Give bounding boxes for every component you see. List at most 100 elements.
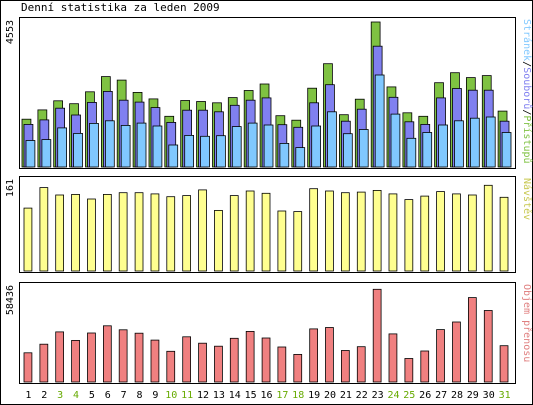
bar-stránek-day-31 xyxy=(501,132,512,168)
x-tick-label-day-8: 8 xyxy=(136,390,142,401)
x-tick-label-day-14: 14 xyxy=(229,390,241,401)
bar-stránek-day-4 xyxy=(73,132,83,168)
bar-kbytes-day-5 xyxy=(87,332,96,383)
bar-stránek-day-19 xyxy=(311,125,322,168)
series-label-part: / xyxy=(521,61,532,67)
series-label-part: Přístupů xyxy=(521,115,533,163)
bar-visits-day-16 xyxy=(261,192,271,272)
bar-visits-day-10 xyxy=(166,196,176,272)
bar-stránek-day-24 xyxy=(390,113,401,168)
bar-visits-day-5 xyxy=(87,198,96,272)
x-tick-label-day-20: 20 xyxy=(324,390,336,401)
bar-stránek-day-10 xyxy=(168,144,179,168)
series-label-visits: Návštěv xyxy=(521,178,533,220)
panel-frame-visits xyxy=(19,176,516,273)
bar-stránek-day-8 xyxy=(136,122,147,168)
bar-visits-day-30 xyxy=(483,184,493,272)
bar-stránek-day-17 xyxy=(279,142,290,168)
bar-visits-day-4 xyxy=(71,193,80,272)
bar-stránek-day-2 xyxy=(41,139,52,168)
x-tick-label-day-5: 5 xyxy=(89,390,95,401)
bar-kbytes-day-9 xyxy=(150,339,160,383)
x-tick-label-day-2: 2 xyxy=(41,390,47,401)
bar-kbytes-day-15 xyxy=(245,330,255,383)
bar-stránek-day-5 xyxy=(89,123,99,168)
bar-kbytes-day-7 xyxy=(118,329,128,383)
bar-stránek-day-1 xyxy=(25,140,36,168)
bar-stránek-day-12 xyxy=(200,135,210,168)
y-max-label-hits-files-pages: 4553 xyxy=(5,20,16,44)
bar-visits-day-7 xyxy=(118,192,128,272)
bar-visits-day-31 xyxy=(499,196,509,272)
bar-kbytes-day-3 xyxy=(55,331,65,383)
x-tick-label-day-23: 23 xyxy=(372,390,384,401)
bar-kbytes-day-20 xyxy=(325,327,334,383)
bar-kbytes-day-28 xyxy=(452,321,461,383)
bar-stránek-day-23 xyxy=(374,74,385,168)
series-label-part: Stránek xyxy=(521,19,533,61)
x-tick-label-day-10: 10 xyxy=(165,390,177,401)
bar-kbytes-day-10 xyxy=(166,350,176,383)
bar-visits-day-24 xyxy=(388,193,398,272)
bar-stránek-day-14 xyxy=(231,126,242,168)
x-tick-label-day-31: 31 xyxy=(499,390,511,401)
chart-title: Denní statistika za leden 2009 xyxy=(21,1,220,14)
bar-kbytes-day-17 xyxy=(277,346,287,383)
x-tick-label-day-19: 19 xyxy=(308,390,320,401)
bar-kbytes-day-26 xyxy=(420,350,430,383)
x-tick-label-day-29: 29 xyxy=(467,390,479,401)
bar-stránek-day-6 xyxy=(105,120,115,168)
bar-kbytes-day-24 xyxy=(388,333,398,383)
bar-visits-day-21 xyxy=(340,192,350,272)
x-tick-label-day-7: 7 xyxy=(121,390,127,401)
bar-kbytes-day-12 xyxy=(198,342,207,383)
bar-kbytes-day-2 xyxy=(39,343,49,383)
x-tick-label-day-24: 24 xyxy=(387,390,399,401)
bar-visits-day-23 xyxy=(372,189,382,272)
x-tick-label-day-21: 21 xyxy=(340,390,352,401)
bar-stránek-day-9 xyxy=(152,125,163,168)
bar-stránek-day-21 xyxy=(342,133,353,168)
bar-visits-day-26 xyxy=(420,195,430,272)
bar-visits-day-1 xyxy=(23,207,33,272)
bar-kbytes-day-18 xyxy=(293,353,303,383)
bar-stránek-day-15 xyxy=(247,122,258,168)
x-tick-label-day-27: 27 xyxy=(435,390,447,401)
bar-stránek-day-22 xyxy=(358,129,369,168)
bar-visits-day-25 xyxy=(404,199,414,272)
bar-kbytes-day-27 xyxy=(436,329,445,383)
bar-visits-day-13 xyxy=(214,209,223,272)
bar-kbytes-day-30 xyxy=(483,310,493,383)
bar-kbytes-day-6 xyxy=(103,325,112,383)
bar-visits-day-8 xyxy=(134,192,144,272)
bar-stránek-day-29 xyxy=(469,117,480,168)
bar-stránek-day-7 xyxy=(120,125,131,168)
bar-kbytes-day-16 xyxy=(261,337,271,383)
bar-kbytes-day-29 xyxy=(467,297,477,383)
bar-visits-day-3 xyxy=(55,194,65,272)
bar-visits-day-2 xyxy=(39,187,49,272)
x-tick-label-day-30: 30 xyxy=(483,390,495,401)
x-tick-label-day-11: 11 xyxy=(181,390,193,401)
bar-visits-day-27 xyxy=(436,191,445,272)
series-label-hits-files-pages: Stránek/Souborů/Přístupů xyxy=(521,19,533,164)
bar-stránek-day-18 xyxy=(295,147,306,168)
bar-visits-day-20 xyxy=(325,190,334,272)
y-max-label-visits: 161 xyxy=(5,179,16,197)
bar-stránek-day-13 xyxy=(216,135,226,168)
x-tick-label-day-26: 26 xyxy=(419,390,431,401)
bar-kbytes-day-21 xyxy=(340,350,350,383)
bar-visits-day-19 xyxy=(309,188,319,272)
bar-stránek-day-28 xyxy=(454,120,464,168)
bar-visits-day-6 xyxy=(103,193,112,272)
bar-visits-day-11 xyxy=(182,195,191,272)
bar-stránek-day-20 xyxy=(327,111,337,168)
bar-kbytes-day-25 xyxy=(404,358,414,383)
bar-visits-day-22 xyxy=(356,191,366,272)
bar-visits-day-15 xyxy=(245,190,255,272)
bar-kbytes-day-1 xyxy=(23,352,33,383)
bar-kbytes-day-4 xyxy=(71,339,80,383)
bar-kbytes-day-23 xyxy=(372,288,382,383)
bar-stránek-day-25 xyxy=(406,137,417,168)
